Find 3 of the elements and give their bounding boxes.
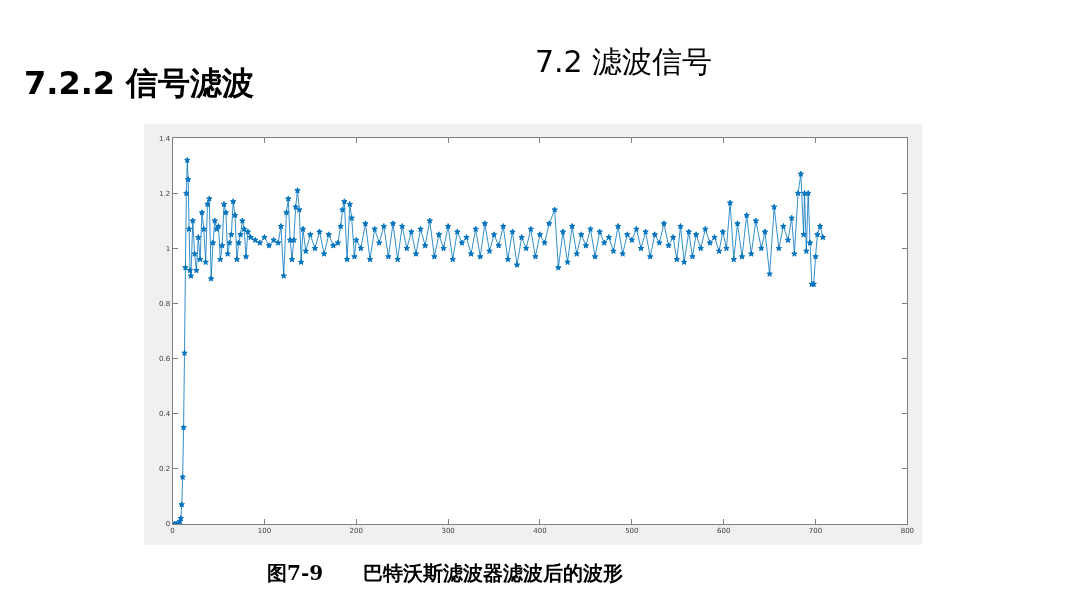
- caption: 图7-9 巴特沃斯滤波器滤波后的波形: [267, 561, 624, 585]
- chart-title: 7.2.2 信号滤波: [24, 64, 255, 102]
- chart-subtitle: 7.2 滤波信号: [535, 44, 713, 79]
